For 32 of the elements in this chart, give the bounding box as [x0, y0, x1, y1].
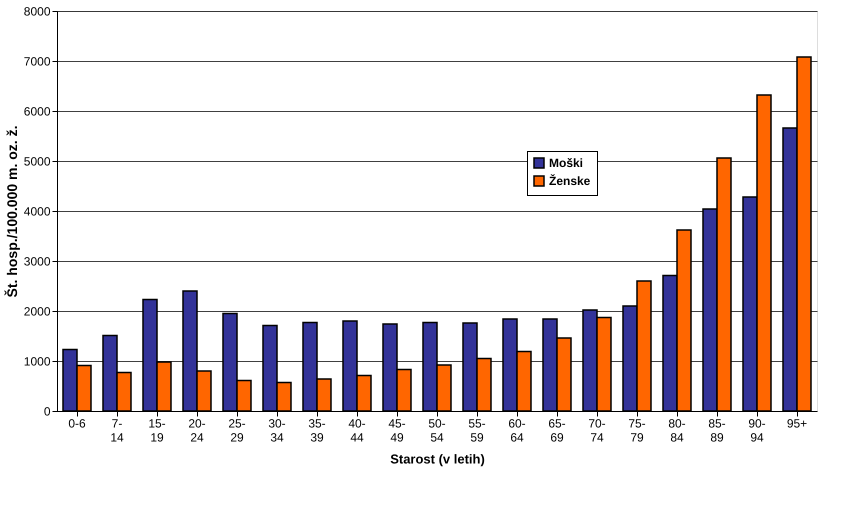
x-tick-label: 25- 29: [228, 416, 246, 444]
x-tick-label: 75- 79: [628, 416, 646, 444]
x-tick-label: 90- 94: [748, 416, 766, 444]
x-axis-title: Starost (v letih): [390, 452, 485, 466]
x-tick-label: 85- 89: [708, 416, 726, 444]
y-tick-label: 5000: [24, 154, 51, 168]
x-tick-label: 30- 34: [268, 416, 286, 444]
y-tick-label: 7000: [24, 54, 51, 68]
y-axis-title: Št. hosp./100.000 m. oz. ž.: [4, 126, 20, 298]
x-tick-label: 70- 74: [588, 416, 606, 444]
y-tick-label: 0: [44, 404, 51, 418]
x-tick-label: 95+: [786, 416, 808, 430]
x-tick-label: 15- 19: [148, 416, 166, 444]
x-tick-label: 35- 39: [308, 416, 326, 444]
x-tick-label: 0-6: [68, 416, 86, 430]
x-tick-label: 7- 14: [110, 416, 124, 444]
x-tick-label: 40- 44: [348, 416, 366, 444]
x-tick-label: 55- 59: [468, 416, 486, 444]
y-tick-label: 2000: [24, 304, 51, 318]
y-tick-label: 6000: [24, 104, 51, 118]
x-tick-label: 20- 24: [188, 416, 206, 444]
x-tick-label: 65- 69: [548, 416, 566, 444]
y-tick-label: 8000: [24, 4, 51, 18]
x-tick-label: 80- 84: [668, 416, 686, 444]
legend-label: Ženske: [549, 174, 591, 188]
y-tick-label: 3000: [24, 254, 51, 268]
x-tick-label: 60- 64: [508, 416, 526, 444]
y-tick-label: 1000: [24, 354, 51, 368]
x-tick-label: 50- 54: [428, 416, 446, 444]
x-tick-label: 45- 49: [388, 416, 406, 444]
y-tick-label: 4000: [24, 204, 51, 218]
legend-label: Moški: [549, 156, 584, 170]
